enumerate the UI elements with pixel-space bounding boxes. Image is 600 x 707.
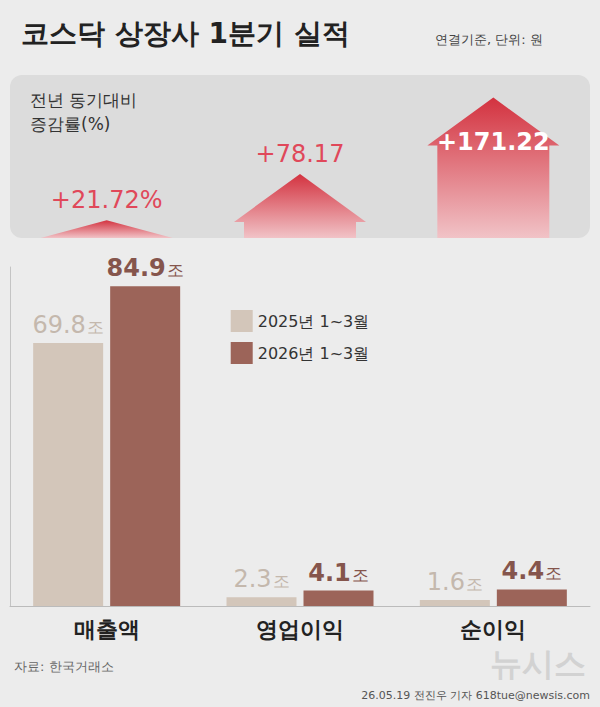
svg-text:전년 동기대비: 전년 동기대비 bbox=[30, 90, 137, 110]
svg-text:순이익: 순이익 bbox=[460, 617, 526, 642]
svg-text:조: 조 bbox=[167, 260, 184, 280]
svg-text:1.6: 1.6 bbox=[427, 568, 465, 596]
svg-text:+78.17: +78.17 bbox=[256, 140, 345, 168]
svg-text:26.05.19 전진우 기자 618tue@newsis.: 26.05.19 전진우 기자 618tue@newsis.com bbox=[361, 689, 590, 702]
svg-text:자료: 한국거래소: 자료: 한국거래소 bbox=[14, 659, 114, 674]
svg-text:2.3: 2.3 bbox=[233, 565, 271, 593]
svg-text:84.9: 84.9 bbox=[107, 254, 166, 282]
svg-text:뉴시스: 뉴시스 bbox=[490, 645, 586, 683]
svg-text:+21.72%: +21.72% bbox=[51, 186, 163, 214]
svg-text:4.4: 4.4 bbox=[502, 557, 545, 585]
svg-text:코스닥 상장사 1분기 실적: 코스닥 상장사 1분기 실적 bbox=[21, 17, 350, 50]
svg-text:연결기준, 단위: 원: 연결기준, 단위: 원 bbox=[435, 32, 543, 47]
svg-text:2026년 1~3월: 2026년 1~3월 bbox=[258, 344, 370, 363]
svg-text:+171.22: +171.22 bbox=[437, 128, 550, 156]
svg-text:69.8: 69.8 bbox=[32, 311, 85, 339]
svg-text:4.1: 4.1 bbox=[308, 559, 351, 587]
svg-text:조: 조 bbox=[352, 565, 369, 585]
svg-text:조: 조 bbox=[87, 317, 104, 337]
svg-text:조: 조 bbox=[273, 571, 290, 591]
svg-text:조: 조 bbox=[466, 574, 483, 594]
svg-text:2025년 1~3월: 2025년 1~3월 bbox=[258, 312, 370, 331]
svg-text:매출액: 매출액 bbox=[74, 617, 140, 642]
svg-text:영업이익: 영업이익 bbox=[256, 617, 344, 642]
svg-text:조: 조 bbox=[545, 563, 562, 583]
svg-text:증감률(%): 증감률(%) bbox=[30, 114, 110, 134]
